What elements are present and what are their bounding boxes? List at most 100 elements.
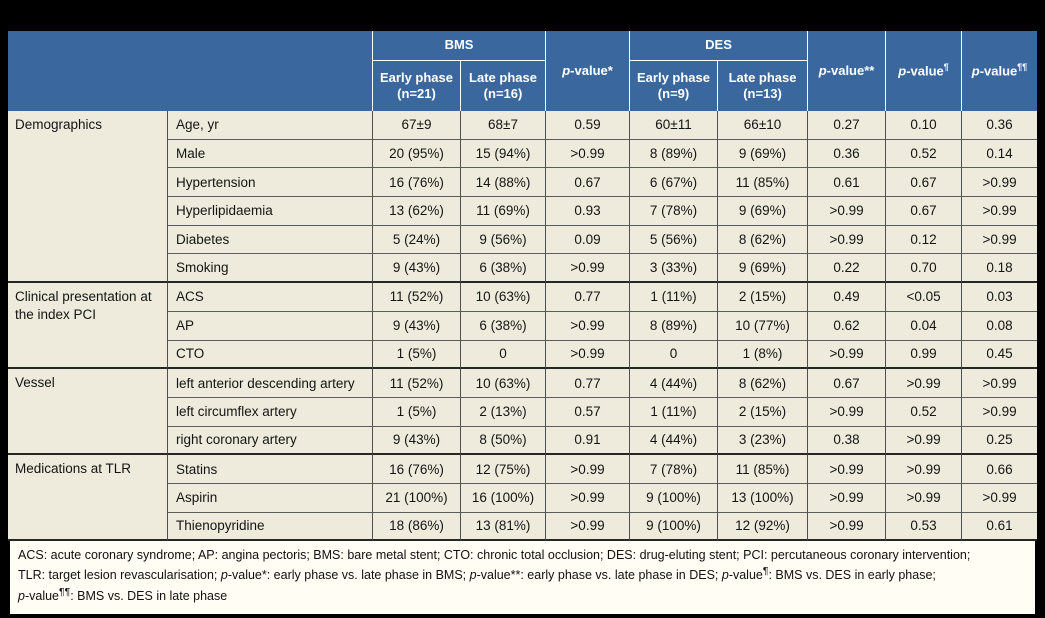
value-cell: >0.99 xyxy=(546,254,631,284)
baseline-characteristics-table: BMS p-value* DES p-value** p-value¶ p-va… xyxy=(8,31,1038,542)
footnote-line: TLR: target lesion revascularisation; p-… xyxy=(18,566,936,583)
table-row: Vessel left anterior descending artery 11 … xyxy=(8,369,1038,456)
value-cell: 0.67 xyxy=(886,168,963,198)
value-cell: 0.77 xyxy=(546,283,631,312)
value-cell: >0.99 xyxy=(886,483,963,513)
value-cell: 1 (5%) xyxy=(373,340,461,370)
value-cell: 0.49 xyxy=(808,283,887,312)
row-label: Thienopyridine xyxy=(168,512,373,542)
table-row: Thienopyridine 18 (86%) 13 (81%) >0.99 9 (10… xyxy=(8,512,1038,542)
value-cell: 1 (11%) xyxy=(630,397,719,427)
value-cell: >0.99 xyxy=(808,512,887,542)
value-cell: >0.99 xyxy=(962,483,1038,513)
value-cell: 9 (69%) xyxy=(718,254,809,284)
value-cell: 0.61 xyxy=(808,168,887,198)
value-cell: 0.18 xyxy=(962,254,1038,284)
value-cell: 0.12 xyxy=(886,225,963,255)
table-row: Hypertension 16 (76%) 14 (88%) 0.67 6 (67%) 1… xyxy=(8,168,1038,198)
value-cell: 7 (78%) xyxy=(630,455,719,484)
value-cell: 11 (52%) xyxy=(373,283,461,312)
value-cell: >0.99 xyxy=(962,225,1038,255)
table-row: CTO 1 (5%) 0 >0.99 0 1 (8%) >0.99 0.99 0.45 xyxy=(8,340,1038,370)
value-cell: 0.52 xyxy=(886,397,963,427)
value-cell: 21 (100%) xyxy=(373,483,461,513)
value-cell: 0 xyxy=(461,340,547,370)
value-cell: 18 (86%) xyxy=(373,512,461,542)
row-label: Age, yr xyxy=(168,111,373,140)
value-cell: 16 (100%) xyxy=(461,483,547,513)
value-cell: 4 (44%) xyxy=(630,426,719,456)
value-cell: 0.52 xyxy=(886,139,963,169)
value-cell: 9 (69%) xyxy=(718,197,809,226)
value-cell: 15 (94%) xyxy=(461,139,547,169)
table-row: Hyperlipidaemia 13 (62%) 11 (69%) 0.93 7 (78… xyxy=(8,197,1038,226)
value-cell: 0.03 xyxy=(962,283,1038,312)
value-cell: 0.53 xyxy=(886,512,963,542)
value-cell: 0.62 xyxy=(808,311,887,341)
value-cell: >0.99 xyxy=(808,197,887,226)
value-cell: 5 (56%) xyxy=(630,225,719,255)
value-cell: >0.99 xyxy=(886,426,963,456)
value-cell: >0.99 xyxy=(808,483,887,513)
row-label: Male xyxy=(168,139,373,169)
table-row: right coronary artery 9 (43%) 8 (50%) 0.91 4… xyxy=(8,426,1038,456)
table-header: BMS p-value* DES p-value** p-value¶ p-va… xyxy=(8,31,1038,111)
value-cell: 0.38 xyxy=(808,426,887,456)
value-cell: 8 (62%) xyxy=(718,369,809,398)
value-cell: >0.99 xyxy=(962,168,1038,198)
value-cell: >0.99 xyxy=(808,340,887,370)
value-cell: >0.99 xyxy=(546,139,631,169)
table-row: Demographics Age, yr 67±9 68±7 0.59 60±11 66±1… xyxy=(8,111,1038,284)
value-cell: 2 (13%) xyxy=(461,397,547,427)
value-cell: 0.22 xyxy=(808,254,887,284)
value-cell: >0.99 xyxy=(546,512,631,542)
row-label: left circumflex artery xyxy=(168,397,373,427)
value-cell: 1 (8%) xyxy=(718,340,809,370)
value-cell: >0.99 xyxy=(962,369,1038,398)
value-cell: 10 (63%) xyxy=(461,369,547,398)
table-row: AP 9 (43%) 6 (38%) >0.99 8 (89%) 10 (77%) 0.62… xyxy=(8,311,1038,341)
comparison-table: BMS p-value* DES p-value** p-value¶ p-va… xyxy=(8,31,1038,616)
value-cell: 6 (67%) xyxy=(630,168,719,198)
value-cell: 5 (24%) xyxy=(373,225,461,255)
value-cell: 6 (38%) xyxy=(461,311,547,341)
row-label: Hyperlipidaemia xyxy=(168,197,373,226)
row-label: Diabetes xyxy=(168,225,373,255)
value-cell: 11 (85%) xyxy=(718,455,809,484)
value-cell: 0.59 xyxy=(546,111,631,140)
value-cell: 0.70 xyxy=(886,254,963,284)
value-cell: 0.91 xyxy=(546,426,631,456)
abbreviations-footnote: ACS: acute coronary syndrome; AP: angina… xyxy=(8,541,1037,616)
section-label: Demographics xyxy=(8,111,168,284)
value-cell: 1 (11%) xyxy=(630,283,719,312)
value-cell: 11 (85%) xyxy=(718,168,809,198)
value-cell: 9 (100%) xyxy=(630,483,719,513)
value-cell: 60±11 xyxy=(630,111,719,140)
value-cell: 8 (50%) xyxy=(461,426,547,456)
value-cell: 7 (78%) xyxy=(630,197,719,226)
value-cell: 0.67 xyxy=(808,369,887,398)
value-cell: 9 (56%) xyxy=(461,225,547,255)
value-cell: 20 (95%) xyxy=(373,139,461,169)
value-cell: 0.14 xyxy=(962,139,1038,169)
col-header-pvalue-star: p-value* xyxy=(546,31,631,111)
value-cell: 9 (69%) xyxy=(718,139,809,169)
value-cell: 2 (15%) xyxy=(718,283,809,312)
footnote-line: ACS: acute coronary syndrome; AP: angina… xyxy=(18,548,971,563)
table-row: Clinical presentation at the index PCI AC… xyxy=(8,283,1038,370)
value-cell: >0.99 xyxy=(808,397,887,427)
value-cell: 0.08 xyxy=(962,311,1038,341)
row-label: ACS xyxy=(168,283,373,312)
value-cell: 13 (100%) xyxy=(718,483,809,513)
corner-header-cell xyxy=(8,31,373,111)
table-row: Medications at TLR Statins 16 (76%) 12 (75%… xyxy=(8,455,1038,542)
value-cell: 12 (75%) xyxy=(461,455,547,484)
value-cell: >0.99 xyxy=(546,311,631,341)
value-cell: 67±9 xyxy=(373,111,461,140)
value-cell: 4 (44%) xyxy=(630,369,719,398)
section-label: Clinical presentation at the index PCI xyxy=(8,283,168,370)
value-cell: 0.67 xyxy=(546,168,631,198)
col-group-des: DES xyxy=(630,31,809,61)
value-cell: <0.05 xyxy=(886,283,963,312)
value-cell: 0.61 xyxy=(962,512,1038,542)
